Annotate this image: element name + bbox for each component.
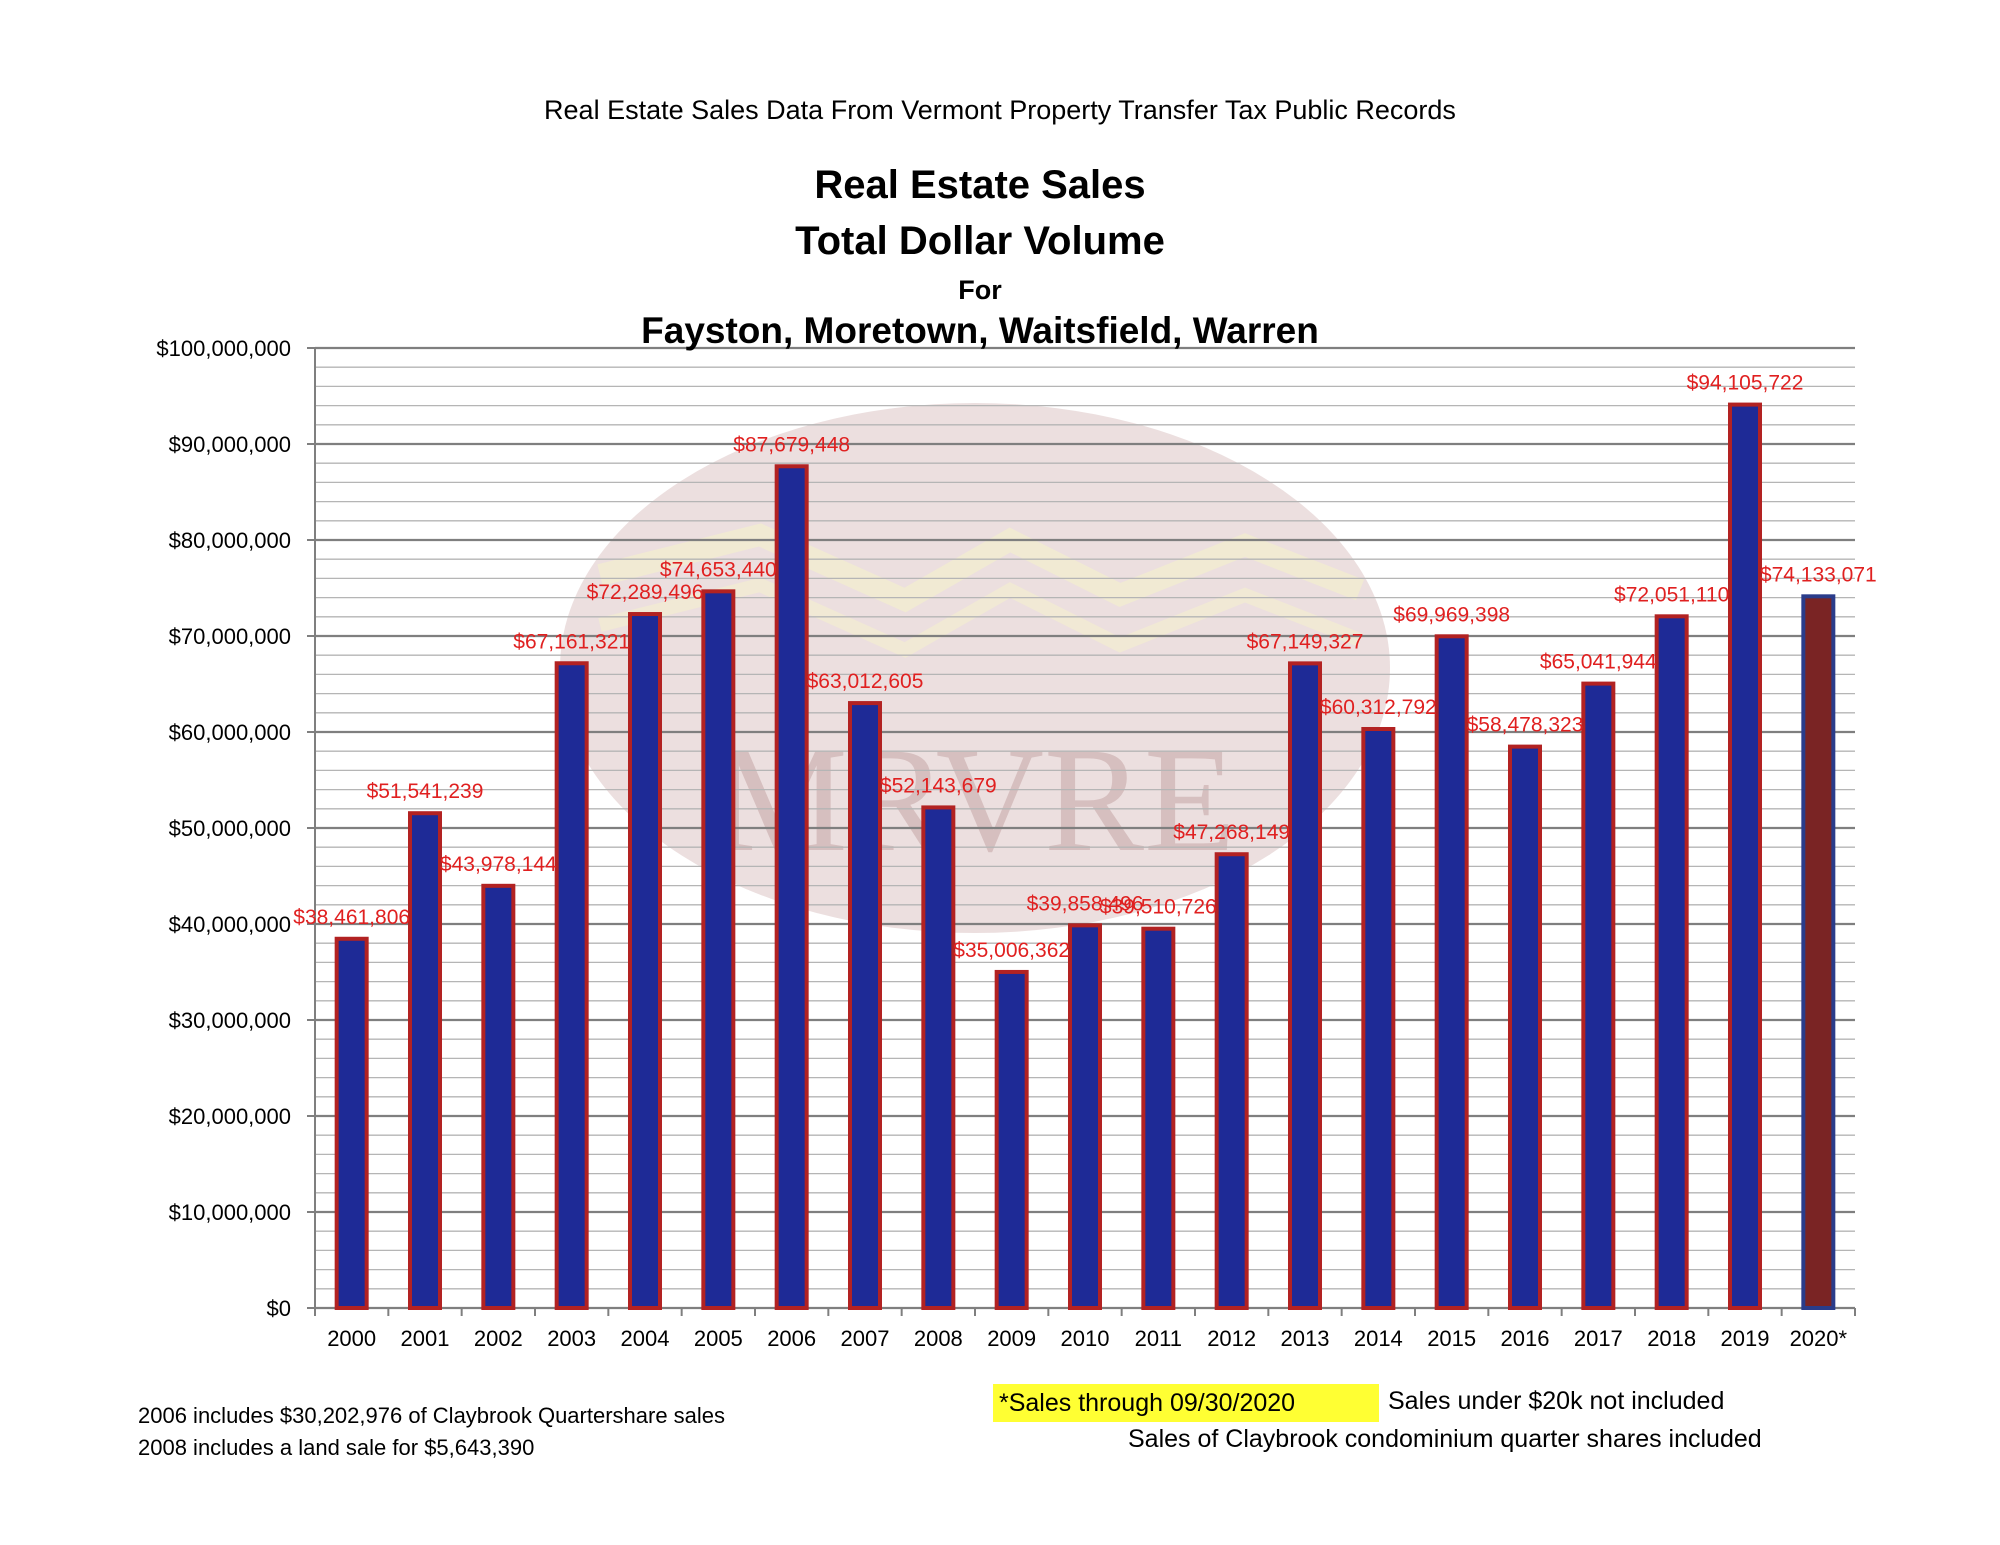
bar: [1654, 614, 1689, 1310]
x-tick-label: 2007: [841, 1326, 890, 1351]
bars: [334, 402, 1836, 1311]
x-tick-label: 2012: [1207, 1326, 1256, 1351]
y-tick-label: $80,000,000: [169, 528, 291, 553]
data-label: $39,510,726: [1100, 896, 1217, 919]
chart-title-line2: Total Dollar Volume: [795, 219, 1165, 263]
bar: [1801, 594, 1836, 1310]
x-tick-label: 2020*: [1790, 1326, 1848, 1351]
x-tick-label: 2005: [694, 1326, 743, 1351]
x-tick-label: 2001: [401, 1326, 450, 1351]
bar: [1508, 744, 1542, 1310]
bar: [554, 661, 589, 1310]
bar: [1288, 661, 1322, 1310]
bar: [481, 883, 516, 1310]
data-label: $43,978,144: [440, 853, 557, 876]
bar: [1214, 852, 1249, 1310]
data-label: $58,478,323: [1467, 714, 1584, 737]
data-label: $51,541,239: [367, 780, 484, 803]
x-tick-label: 2019: [1721, 1326, 1770, 1351]
y-tick-label: $60,000,000: [169, 720, 291, 745]
data-label: $47,268,149: [1173, 821, 1290, 844]
sales-through-note: *Sales through 09/30/2020: [993, 1384, 1379, 1422]
data-label: $67,149,327: [1247, 630, 1364, 653]
y-tick-labels: $0 $10,000,000 $20,000,000 $30,000,000 $40,0…: [156, 336, 291, 1321]
data-label: $74,133,071: [1760, 563, 1877, 586]
bar: [334, 936, 369, 1310]
y-tick-label: $50,000,000: [169, 816, 291, 841]
data-label: $69,969,398: [1393, 603, 1510, 626]
data-label: $38,461,806: [293, 906, 410, 929]
x-tick-label: 2003: [547, 1326, 596, 1351]
x-tick-labels: 2000 2001 2002 2003 2004 2005 2006 2007 2008 2009…: [327, 1326, 1847, 1351]
bar: [1361, 726, 1396, 1310]
y-tick-label: $0: [267, 1296, 291, 1321]
y-tick-label: $10,000,000: [169, 1200, 291, 1225]
y-tick-label: $90,000,000: [169, 432, 291, 457]
chart-title-for: For: [958, 275, 1002, 305]
x-tick-label: 2015: [1427, 1326, 1476, 1351]
chart-title-towns: Fayston, Moretown, Waitsfield, Warren: [641, 310, 1319, 351]
note-2008: 2008 includes a land sale for $5,643,390: [138, 1435, 535, 1460]
x-tick-label: 2011: [1135, 1326, 1182, 1351]
data-label: $35,006,362: [953, 939, 1070, 962]
bar: [1581, 681, 1616, 1310]
x-tick-label: 2004: [621, 1326, 670, 1351]
data-label: $74,653,440: [660, 558, 777, 581]
bar: [1141, 926, 1176, 1310]
data-label: $94,105,722: [1687, 372, 1804, 395]
source-line: Real Estate Sales Data From Vermont Prop…: [544, 95, 1456, 125]
claybrook-included-note: Sales of Claybrook condominium quarter s…: [1128, 1425, 1762, 1453]
x-tick-label: 2006: [767, 1326, 816, 1351]
bar: [848, 701, 882, 1310]
data-label: $63,012,605: [807, 670, 924, 693]
chart-title-line1: Real Estate Sales: [814, 163, 1146, 207]
data-label: $67,161,321: [513, 630, 630, 653]
bar: [1434, 634, 1469, 1310]
data-label: $60,312,792: [1320, 696, 1437, 719]
y-tick-label: $40,000,000: [169, 912, 291, 937]
bar: [408, 811, 442, 1310]
data-label: $65,041,944: [1540, 651, 1657, 674]
data-label: $39,858,496: [1027, 892, 1144, 915]
data-label: $52,143,679: [880, 774, 997, 797]
x-tick-label: 2014: [1354, 1326, 1403, 1351]
bar: [774, 464, 809, 1311]
note-2006: 2006 includes $30,202,976 of Claybrook Q…: [138, 1403, 726, 1428]
bar: [701, 589, 736, 1310]
bar: [628, 612, 662, 1310]
data-label: $72,289,496: [587, 581, 704, 604]
x-tick-label: 2009: [987, 1326, 1036, 1351]
x-tick-label: 2018: [1647, 1326, 1696, 1351]
x-tick-label: 2002: [474, 1326, 523, 1351]
x-tick-label: 2010: [1061, 1326, 1110, 1351]
data-label: $72,051,110: [1614, 583, 1729, 606]
y-tick-label: $20,000,000: [169, 1104, 291, 1129]
x-tick-label: 2008: [914, 1326, 963, 1351]
x-tick-label: 2013: [1281, 1326, 1330, 1351]
y-tick-label: $30,000,000: [169, 1008, 291, 1033]
bar: [921, 805, 956, 1310]
x-tick-label: 2017: [1574, 1326, 1623, 1351]
y-tick-label: $70,000,000: [169, 624, 291, 649]
bar: [1728, 402, 1762, 1310]
x-tick-label: 2016: [1501, 1326, 1550, 1351]
y-tick-label: $100,000,000: [156, 336, 291, 361]
data-labels: $38,461,806 $51,541,239 $43,978,144 $67,161…: [293, 372, 1876, 962]
watermark-mountains-lower: [598, 577, 1363, 658]
data-label: $87,679,448: [733, 433, 850, 456]
x-tick-label: 2000: [327, 1326, 376, 1351]
bar: [1068, 923, 1102, 1311]
under-20k-note: Sales under $20k not included: [1388, 1387, 1725, 1415]
bar: [994, 969, 1029, 1310]
